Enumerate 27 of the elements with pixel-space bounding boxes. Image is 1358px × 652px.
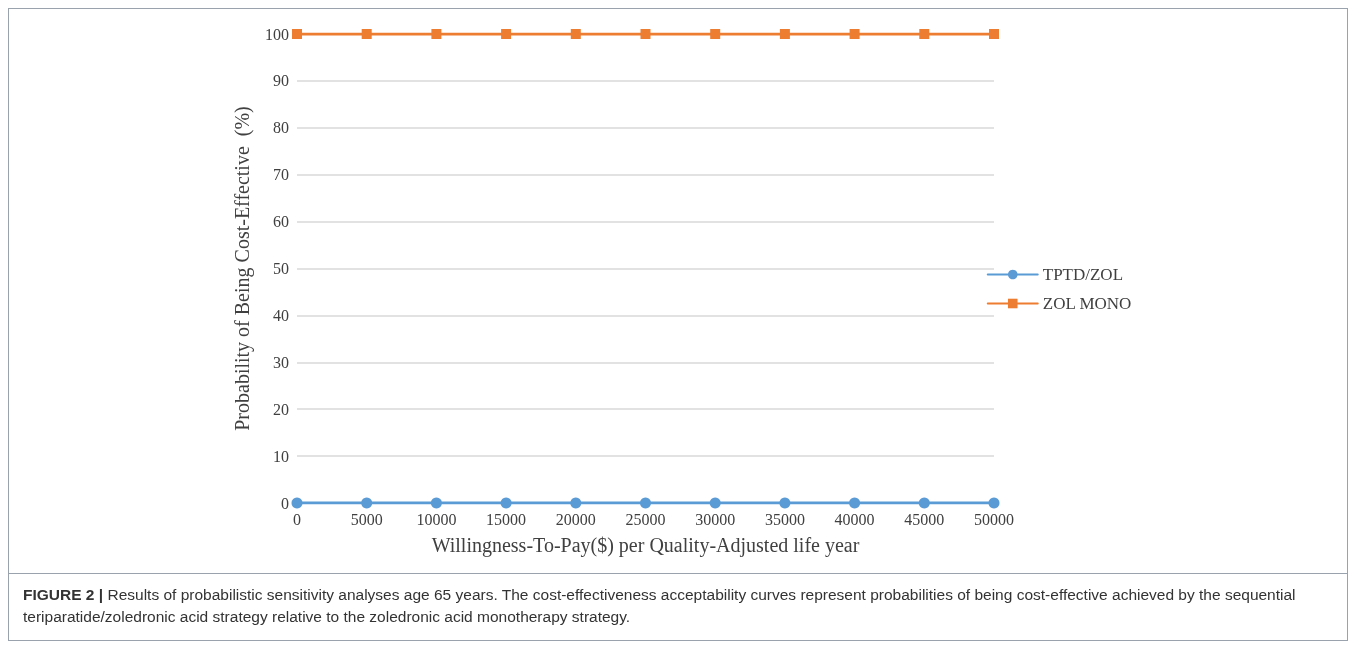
- y-tick-label: 90: [273, 72, 289, 90]
- x-tick-label: 35000: [764, 510, 805, 528]
- y-tick-label: 0: [281, 494, 289, 512]
- legend-label: ZOL MONO: [1042, 294, 1132, 313]
- y-tick-label: 60: [273, 213, 289, 231]
- x-tick-label: 20000: [555, 510, 596, 528]
- y-tick-label: 100: [265, 25, 289, 43]
- legend-label: TPTD/ZOL: [1042, 265, 1124, 284]
- x-tick-label: 0: [293, 510, 301, 528]
- y-tick-label: 30: [273, 353, 289, 371]
- y-tick-label: 70: [273, 166, 289, 184]
- x-tick-label: 30000: [695, 510, 736, 528]
- y-axis-title: Probability of Being Cost-Effective (%): [231, 106, 254, 431]
- x-axis-title: Willingness-To-Pay($) per Quality-Adjusted life year: [431, 534, 860, 557]
- y-tick-label: 10: [273, 447, 289, 465]
- x-tick-label: 5000: [350, 510, 383, 528]
- x-tick-label: 45000: [904, 510, 945, 528]
- y-tick-label: 20: [273, 400, 289, 418]
- x-tick-label: 15000: [486, 510, 527, 528]
- x-tick-label: 25000: [625, 510, 666, 528]
- y-tick-label: 40: [273, 306, 289, 324]
- x-tick-label: 10000: [416, 510, 457, 528]
- caption: FIGURE 2 | Results of probabilistic sensitivity analyses age 65 years. The cost-effectiveness acceptability curves represent probabilities of being cost-effective achieved by the sequential teriparatide/zoledronic acid strategy relative to the zoledronic acid monotherapy strategy.: [23, 585, 1297, 627]
- y-tick-label: 50: [273, 260, 289, 277]
- y-tick-label: 80: [273, 119, 289, 137]
- x-tick-label: 40000: [834, 510, 875, 528]
- x-tick-label: 50000: [974, 510, 1014, 528]
